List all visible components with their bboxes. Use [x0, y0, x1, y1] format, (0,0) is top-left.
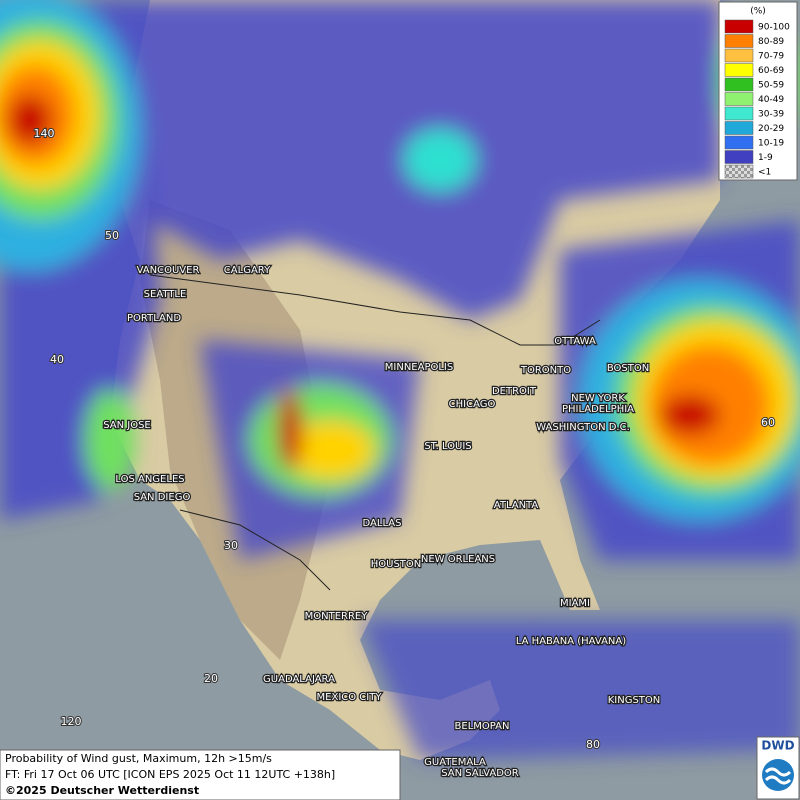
border — [149, 274, 601, 591]
city-label: DALLAS — [363, 518, 402, 529]
legend-swatch — [724, 34, 754, 48]
city-label: OTTAWA — [554, 336, 596, 347]
city-label: CALGARY — [224, 265, 271, 276]
legend-swatch — [724, 106, 754, 121]
graticule-label: 20 — [204, 672, 218, 685]
city-label: GUADALAJARA — [263, 674, 335, 685]
city-label: NEW ORLEANS — [421, 554, 495, 565]
city-label: BELMOPAN — [455, 721, 510, 732]
legend-label: 80-89 — [758, 37, 784, 47]
legend-swatch — [724, 164, 754, 179]
logo-icon — [762, 759, 794, 791]
graticule-label: 120 — [61, 715, 82, 728]
footer-forecast: FT: Fri 17 Oct 06 UTC [ICON EPS 2025 Oct… — [5, 768, 335, 781]
city-label: HOUSTON — [371, 559, 422, 570]
legend-label: 10-19 — [758, 139, 784, 149]
city-label: ST. LOUIS — [424, 441, 471, 452]
city-label: MONTERREY — [305, 611, 369, 622]
legend-label: 1-9 — [758, 153, 773, 163]
legend-swatch — [724, 135, 754, 150]
legend-swatch — [724, 121, 754, 135]
footer-box — [0, 749, 401, 800]
city-label: SAN JOSE — [103, 420, 151, 431]
city-label: CHICAGO — [449, 399, 496, 410]
footer: Probability of Wind gust, Maximum, 12h >… — [0, 749, 401, 800]
legend-label: 90-100 — [758, 23, 790, 33]
legend-label: 20-29 — [758, 124, 784, 134]
city-label: KINGSTON — [608, 695, 661, 706]
footer-title: Probability of Wind gust, Maximum, 12h >… — [5, 752, 272, 765]
city-label: SAN SALVADOR — [441, 768, 518, 779]
city-label: MINNEAPOLIS — [385, 362, 453, 373]
city-label: LOS ANGELES — [115, 474, 184, 485]
legend-swatch — [724, 19, 754, 34]
probability-field — [0, 0, 800, 760]
labels: VANCOUVER CALGARY SEATTLE PORTLAND MINNEAPOL… — [33, 126, 777, 780]
background — [0, 0, 800, 760]
legend-label: 50-59 — [758, 81, 784, 91]
city-label: BOSTON — [607, 363, 649, 374]
legend: (%) 90-100 80-89 70-79 60-69 50-59 40-49 30-39… — [718, 1, 798, 181]
logo-waves — [764, 767, 792, 785]
city-label: WASHINGTON D.C. — [536, 422, 630, 433]
legend-swatch — [724, 48, 754, 63]
graticule-label: 40 — [50, 353, 64, 366]
legend-items: 90-100 80-89 70-79 60-69 50-59 40-49 30-39 20-2… — [724, 19, 790, 179]
city-label: ATLANTA — [494, 500, 539, 511]
city-label: PHILADELPHIA — [562, 404, 634, 415]
legend-label: 40-49 — [758, 95, 784, 105]
legend-label: 60-69 — [758, 66, 784, 76]
legend-swatch — [724, 77, 754, 92]
footer-copyright: ©2025 Deutscher Wetterdienst — [5, 784, 199, 797]
graticule-label: 50 — [105, 229, 119, 242]
city-label: VANCOUVER — [137, 265, 200, 276]
legend-label: 30-39 — [758, 110, 784, 120]
graticule-label: 80 — [586, 738, 600, 751]
legend-swatch — [724, 150, 754, 164]
graticule-label: 60 — [761, 416, 775, 429]
city-label: DETROIT — [492, 386, 537, 397]
city-label: SAN DIEGO — [134, 492, 191, 503]
legend-label: <1 — [758, 168, 771, 178]
city-label: SEATTLE — [144, 289, 187, 300]
logo-text: DWD — [761, 739, 794, 753]
logo: DWD — [756, 736, 800, 800]
city-label: TORONTO — [520, 365, 571, 376]
city-label: MIAMI — [560, 598, 590, 609]
city-label: LA HABANA (HAVANA) — [516, 636, 626, 647]
legend-label: 70-79 — [758, 52, 784, 62]
city-label: MEXICO CITY — [317, 692, 383, 703]
graticule-label: 140 — [34, 127, 55, 140]
legend-title: (%) — [750, 7, 766, 17]
graticule-label: 30 — [224, 539, 238, 552]
city-label: NEW YORK — [571, 393, 625, 404]
city-label: GUATEMALA — [424, 757, 486, 768]
city-label: PORTLAND — [127, 313, 181, 324]
legend-swatch — [724, 63, 754, 77]
legend-swatch — [724, 92, 754, 106]
